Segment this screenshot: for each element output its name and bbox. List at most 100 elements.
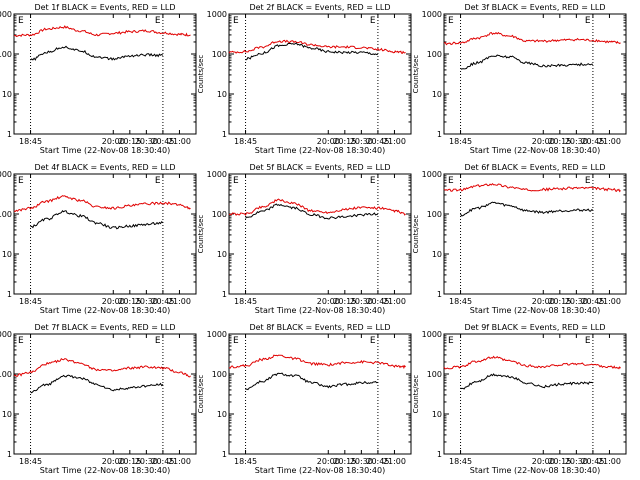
y-tick-label: 1 (7, 450, 12, 459)
plot-title: Det 1f BLACK = Events, RED = LLD (34, 3, 175, 12)
plot-title: Det 5f BLACK = Events, RED = LLD (249, 163, 390, 172)
y-tick-label: 10 (432, 250, 442, 259)
y-tick-label: 1000 (422, 170, 442, 179)
x-tick-label: 21:00 (168, 457, 191, 466)
x-tick-label: 20:45 (581, 457, 604, 466)
y-axis-label: Counts/sec (412, 215, 420, 254)
x-tick-label: 20:15 (118, 457, 141, 466)
x-tick-label: 20:30 (135, 137, 158, 146)
y-tick-label: 10 (2, 410, 12, 419)
event-marker-label: E (233, 16, 239, 26)
x-tick-label: 20:15 (548, 297, 571, 306)
plot-title: Det 8f BLACK = Events, RED = LLD (249, 323, 390, 332)
x-tick-label: 20:45 (151, 137, 174, 146)
plot-frame (443, 333, 627, 455)
x-tick-label: 20:00 (532, 297, 555, 306)
y-tick-label: 1000 (0, 330, 12, 339)
panel-det-6: Det 6f BLACK = Events, RED = LLD 1 10 100 10… (412, 163, 627, 315)
x-tick-label: 21:00 (598, 297, 621, 306)
x-tick-label: 18:45 (449, 457, 472, 466)
x-tick-label: 20:45 (366, 137, 389, 146)
plot-frame (13, 333, 197, 455)
x-axis-label: Start Time (22-Nov-08 18:30:40) (255, 306, 385, 315)
lld-series-line (13, 195, 191, 213)
x-tick-label: 21:00 (598, 457, 621, 466)
x-tick-label: 21:00 (168, 297, 191, 306)
y-tick-label: 1 (437, 290, 442, 299)
y-tick-label: 100 (0, 210, 12, 219)
plot-title: Det 7f BLACK = Events, RED = LLD (34, 323, 175, 332)
y-tick-label: 100 (212, 50, 227, 59)
lld-series-line (13, 25, 191, 38)
y-tick-label: 100 (0, 50, 12, 59)
x-axis-label: Start Time (22-Nov-08 18:30:40) (40, 146, 170, 155)
y-tick-label: 1000 (422, 10, 442, 19)
event-marker-label: E (370, 16, 376, 26)
x-tick-label: 20:30 (350, 297, 373, 306)
y-tick-label: 1000 (0, 170, 12, 179)
y-tick-label: 100 (212, 210, 227, 219)
y-tick-label: 1 (7, 290, 12, 299)
event-marker-label: E (233, 336, 239, 346)
lld-series-line (228, 354, 406, 370)
panel-det-1: Det 1f BLACK = Events, RED = LLD 1 10 100 10… (0, 3, 197, 155)
x-tick-label: 20:45 (366, 297, 389, 306)
event-marker-label: E (448, 336, 454, 346)
x-tick-label: 20:00 (102, 297, 125, 306)
event-marker-label: E (585, 336, 591, 346)
events-series-line (245, 372, 379, 391)
x-tick-label: 21:00 (383, 297, 406, 306)
y-tick-label: 100 (427, 370, 442, 379)
x-tick-label: 20:45 (151, 457, 174, 466)
event-marker-label: E (233, 176, 239, 186)
x-tick-label: 18:45 (19, 457, 42, 466)
x-tick-label: 20:30 (135, 457, 158, 466)
events-series-line (460, 54, 594, 70)
event-marker-label: E (18, 336, 24, 346)
event-marker-label: E (448, 176, 454, 186)
panel-det-7: Det 7f BLACK = Events, RED = LLD 1 10 100 10… (0, 323, 197, 475)
panel-det-3: Det 3f BLACK = Events, RED = LLD 1 10 100 10… (412, 3, 627, 155)
event-marker-label: E (585, 176, 591, 186)
x-tick-label: 20:15 (548, 457, 571, 466)
y-tick-label: 100 (427, 210, 442, 219)
lld-series-line (13, 357, 191, 378)
x-axis-label: Start Time (22-Nov-08 18:30:40) (255, 466, 385, 475)
x-axis-label: Start Time (22-Nov-08 18:30:40) (40, 306, 170, 315)
events-series-line (245, 203, 379, 220)
events-series-line (30, 45, 164, 61)
x-tick-label: 20:30 (565, 457, 588, 466)
x-axis-label: Start Time (22-Nov-08 18:30:40) (470, 146, 600, 155)
x-tick-label: 20:00 (102, 137, 125, 146)
x-tick-label: 20:45 (581, 297, 604, 306)
x-tick-label: 18:45 (19, 297, 42, 306)
lld-series-line (443, 182, 621, 193)
event-marker-label: E (155, 336, 161, 346)
x-tick-label: 18:45 (234, 457, 257, 466)
plot-frame (13, 173, 197, 295)
plot-frame (443, 173, 627, 295)
event-marker-label: E (448, 16, 454, 26)
panel-det-4: Det 4f BLACK = Events, RED = LLD 1 10 100 10… (0, 163, 197, 315)
event-marker-label: E (585, 16, 591, 26)
x-tick-label: 18:45 (234, 297, 257, 306)
x-tick-label: 18:45 (234, 137, 257, 146)
y-tick-label: 10 (2, 90, 12, 99)
y-tick-label: 1000 (0, 10, 12, 19)
events-series-line (30, 210, 164, 230)
y-tick-label: 100 (427, 50, 442, 59)
y-tick-label: 10 (217, 90, 227, 99)
plot-title: Det 9f BLACK = Events, RED = LLD (464, 323, 605, 332)
panel-det-8: Det 8f BLACK = Events, RED = LLD 1 10 100 10… (197, 323, 412, 475)
event-marker-label: E (155, 16, 161, 26)
y-tick-label: 10 (2, 250, 12, 259)
plot-frame (228, 333, 412, 455)
y-tick-label: 1 (437, 130, 442, 139)
x-tick-label: 20:30 (135, 297, 158, 306)
x-tick-label: 20:00 (317, 457, 340, 466)
y-tick-label: 1 (7, 130, 12, 139)
y-tick-label: 1 (437, 450, 442, 459)
plot-title: Det 3f BLACK = Events, RED = LLD (464, 3, 605, 12)
